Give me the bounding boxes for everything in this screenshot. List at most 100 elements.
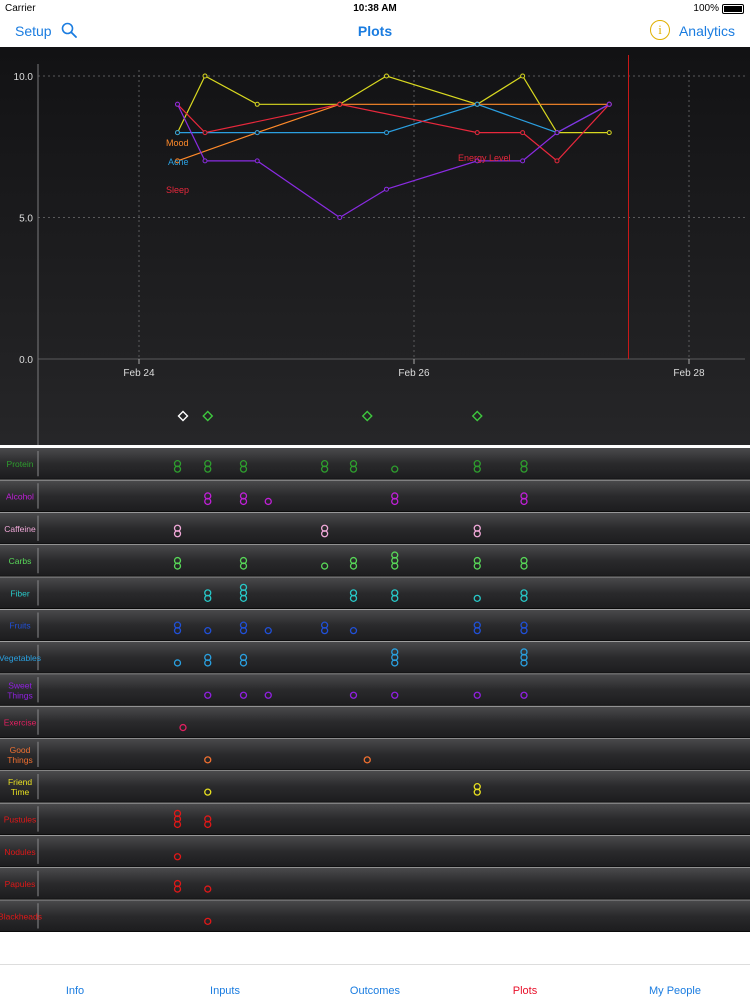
row-mark (239, 497, 248, 506)
series-label: Sleep (166, 185, 189, 195)
series-point (202, 130, 208, 136)
row-background (0, 674, 750, 706)
tab-my-people[interactable]: My People (649, 985, 701, 997)
row-mark (173, 885, 182, 893)
carrier-label: Carrier (5, 3, 36, 14)
row-label: Pustules (4, 814, 37, 824)
row-mark (349, 691, 358, 699)
analytics-button[interactable]: Analytics (678, 23, 735, 39)
row-label: Good (10, 745, 31, 755)
series-point (554, 130, 560, 136)
row-mark (520, 594, 528, 602)
row-mark (204, 497, 212, 506)
row-label: Nodules (4, 847, 35, 857)
row-mark (204, 885, 212, 893)
row-mark (520, 691, 528, 699)
row-mark (473, 627, 481, 635)
series-label: Acne (168, 157, 189, 167)
series-point (337, 101, 343, 107)
row-mark (173, 853, 182, 861)
row-label: Friend (8, 777, 32, 787)
row-mark (204, 756, 212, 764)
page-title: Plots (357, 23, 393, 39)
row-background (0, 738, 750, 770)
row-background (0, 544, 750, 577)
row-mark (349, 465, 358, 473)
row-mark (239, 627, 248, 635)
tab-inputs[interactable]: Inputs (210, 985, 240, 997)
row-mark (173, 530, 182, 538)
row-mark (520, 497, 528, 506)
row-mark (520, 562, 528, 570)
row-label: Fruits (9, 621, 30, 631)
row-mark (520, 659, 528, 667)
series-label: Energy Level (458, 153, 511, 163)
search-icon[interactable] (61, 22, 77, 38)
row-mark (391, 594, 399, 602)
row-mark (179, 723, 187, 732)
row-mark (391, 465, 399, 473)
tab-bar: Info Inputs Outcomes Plots My People (0, 964, 750, 1001)
row-mark (520, 627, 528, 635)
series-point (384, 186, 389, 192)
row-mark (363, 756, 371, 764)
row-label: Things (7, 690, 33, 700)
row-mark (173, 820, 182, 829)
series-label: Mood (166, 138, 189, 148)
tab-plots[interactable]: Plots (512, 985, 538, 997)
series-point (384, 130, 389, 136)
event-marker (202, 410, 214, 422)
info-icon[interactable]: i (650, 20, 670, 40)
plots-view: 0.0 5.0 10.0 Feb 24 Feb 26 Feb 28 Mood Acne Slee… (0, 47, 750, 932)
row-mark (204, 594, 212, 602)
row-mark (473, 691, 481, 699)
battery-icon (722, 3, 744, 14)
row-mark (239, 594, 248, 602)
x-tick-label: Feb 26 (398, 368, 430, 379)
series-point (202, 73, 208, 79)
setup-button[interactable]: Setup (15, 23, 52, 39)
series-point (474, 158, 480, 164)
row-mark (204, 788, 212, 796)
row-mark (320, 465, 329, 473)
row-mark (391, 497, 399, 506)
y-tick-label: 10.0 (14, 72, 34, 83)
row-label: Vegetables (0, 653, 41, 663)
row-label: Fiber (10, 588, 30, 598)
row-mark (473, 562, 481, 570)
row-mark (349, 594, 358, 602)
row-background (0, 900, 750, 932)
y-tick-label: 5.0 (19, 214, 33, 225)
series-point (606, 130, 612, 136)
row-label: Protein (7, 459, 34, 469)
series-point (384, 73, 389, 79)
tab-info[interactable]: Info (65, 985, 85, 997)
row-mark (239, 691, 248, 699)
row-background (0, 480, 750, 512)
event-marker (471, 410, 483, 422)
row-mark (520, 465, 528, 473)
clock: 10:38 AM (353, 3, 397, 14)
series-point (474, 101, 480, 107)
row-mark (320, 530, 329, 538)
row-mark (204, 820, 212, 829)
row-label: Things (7, 755, 33, 765)
series-point (520, 158, 526, 164)
x-tick-label: Feb 28 (673, 368, 705, 379)
row-mark (173, 627, 182, 635)
row-background (0, 835, 750, 867)
row-background (0, 706, 750, 738)
row-label: Exercise (4, 718, 37, 728)
row-background (0, 867, 750, 900)
status-bar: Carrier 10:38 AM 100% (0, 0, 750, 16)
row-mark (204, 659, 212, 667)
tab-outcomes[interactable]: Outcomes (349, 985, 401, 997)
row-mark (204, 465, 212, 473)
series-point (175, 130, 180, 136)
row-mark (204, 691, 212, 699)
row-label: Time (11, 787, 30, 797)
row-label: Carbs (9, 556, 32, 566)
event-marker (361, 410, 373, 422)
row-mark (473, 530, 481, 538)
row-mark (473, 788, 481, 796)
